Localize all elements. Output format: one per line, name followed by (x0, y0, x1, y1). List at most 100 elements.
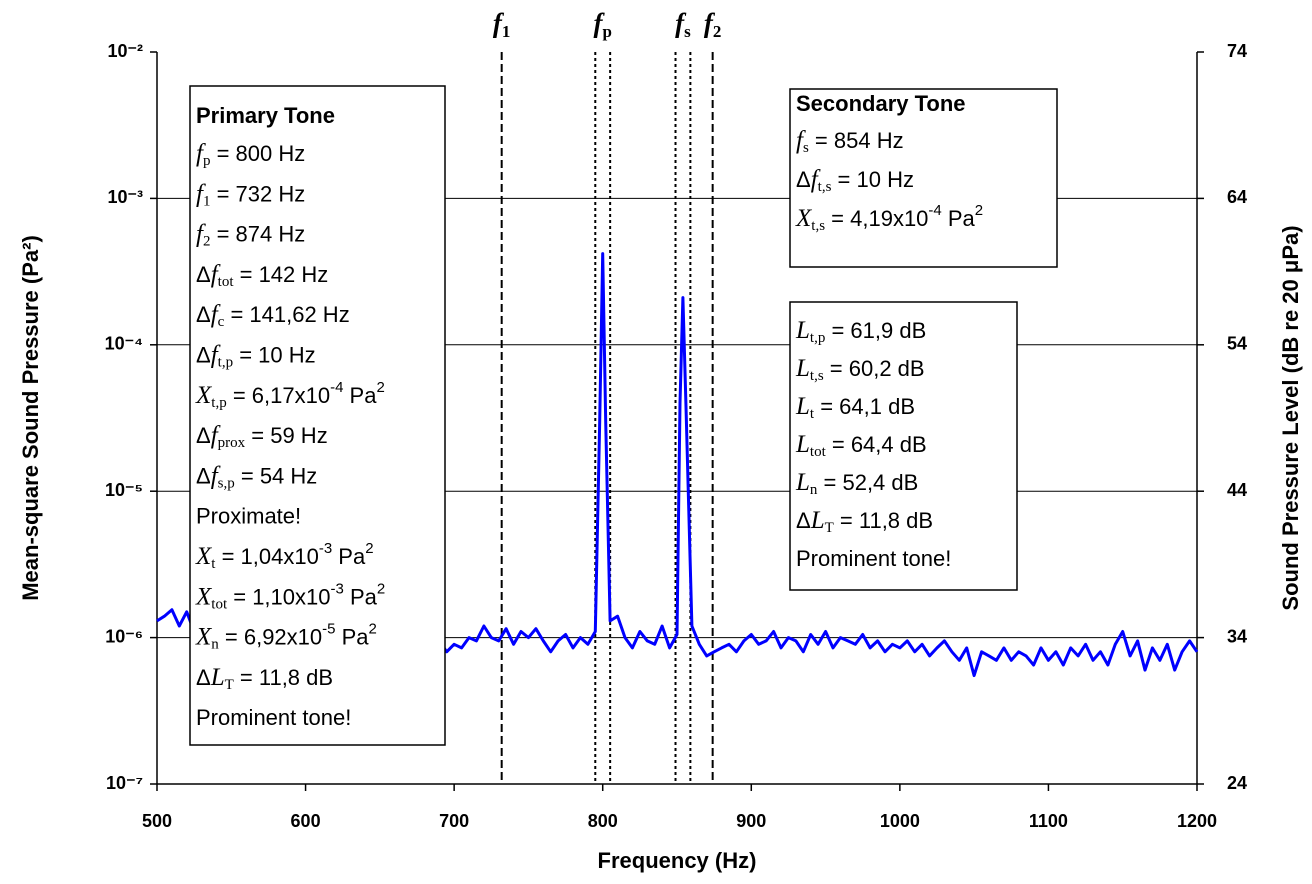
marker-label: fs (675, 8, 691, 41)
text-run: = 800 Hz (210, 141, 305, 166)
annotation-line: Xt = 1,04x10-3 Pa2 (195, 540, 374, 572)
annotation-line: Lt,p = 61,9 dB (795, 317, 926, 347)
y2-tick-label: 54 (1227, 334, 1247, 354)
x-tick-label: 600 (291, 811, 321, 831)
text-run: L (795, 393, 810, 420)
annotation-box (189, 85, 446, 746)
text-run: -3 (331, 580, 344, 597)
annotation-line: Δfc = 141,62 Hz (196, 301, 350, 331)
text-run: X (195, 623, 213, 650)
text-run: -4 (928, 202, 941, 219)
text-run: = 1,04x10 (215, 544, 318, 569)
text-run: = 4,19x10 (825, 206, 928, 231)
text-run: f (493, 8, 505, 38)
text-run: = 54 Hz (235, 463, 318, 488)
y-axis-label: Mean-square Sound Pressure (Pa²) (18, 235, 43, 601)
text-run: X (195, 543, 213, 570)
text-run: Δ (196, 423, 211, 448)
text-run: f (196, 140, 206, 167)
text-run: f (796, 127, 806, 154)
annotation-line: Δftot = 142 Hz (196, 261, 328, 291)
annotation-line: ΔLT = 11,8 dB (196, 664, 333, 694)
annotation-line: Ltot = 64,4 dB (795, 431, 927, 461)
text-run: = 10 Hz (831, 167, 914, 192)
text-run: 2 (377, 580, 385, 597)
text-run: f (196, 180, 206, 207)
y-tick-label: 10⁻⁴ (105, 334, 143, 354)
text-run: = 1,10x10 (227, 584, 330, 609)
annotation-line: fs = 854 Hz (796, 127, 904, 157)
marker-label: f2 (704, 8, 722, 41)
text-run: = 64,4 dB (826, 432, 927, 457)
text-run: = 6,17x10 (227, 383, 330, 408)
text-run: = 6,92x10 (219, 624, 322, 649)
annotation-line: Lt = 64,1 dB (795, 393, 915, 423)
text-run: s,p (218, 476, 235, 492)
text-run: 1 (502, 22, 511, 41)
text-run: f (211, 301, 221, 328)
text-run: f (211, 422, 221, 449)
text-run: X (195, 382, 213, 409)
y-tick-label: 10⁻⁵ (105, 480, 143, 500)
text-run: c (218, 315, 225, 331)
text-run: f (211, 261, 221, 288)
text-run: tot (211, 597, 228, 613)
text-run: Pa (344, 584, 378, 609)
text-run: 2 (975, 202, 983, 219)
x-tick-label: 1200 (1177, 811, 1217, 831)
text-run: Pa (343, 383, 377, 408)
text-run: 2 (203, 234, 211, 250)
y2-tick-label: 34 (1227, 626, 1247, 646)
text-run: Δ (196, 302, 211, 327)
marker-label: f1 (493, 8, 511, 41)
text-run: p (602, 22, 611, 41)
text-run: p (203, 153, 211, 169)
text-run: s (803, 140, 809, 156)
y2-axis-label: Sound Pressure Level (dB re 20 μPa) (1278, 225, 1303, 610)
y2-tick-label: 64 (1227, 187, 1247, 207)
text-run: = 52,4 dB (817, 470, 918, 495)
annotation-line: Δfprox = 59 Hz (196, 422, 328, 452)
text-run: T (825, 520, 834, 536)
y2-tick-label: 24 (1227, 773, 1247, 793)
text-run: 2 (365, 540, 373, 557)
text-run: = 10 Hz (233, 342, 316, 367)
text-run: = 11,8 dB (834, 508, 933, 533)
annotation-line: Proximate! (196, 504, 301, 529)
text-run: f (811, 166, 821, 193)
text-run: L (795, 355, 810, 382)
text-run: X (795, 205, 813, 232)
y-tick-label: 10⁻³ (107, 187, 143, 207)
text-run: = 732 Hz (210, 181, 305, 206)
text-run: t (810, 406, 815, 422)
text-run: f (196, 220, 206, 247)
text-run: Δ (796, 167, 811, 192)
text-run: Prominent tone! (196, 705, 351, 730)
text-run: L (795, 469, 810, 496)
text-run: f (675, 8, 687, 38)
text-run: tot (810, 444, 827, 460)
annotation-line: ΔLT = 11,8 dB (796, 507, 933, 537)
y-tick-label: 10⁻⁶ (105, 626, 143, 646)
annotation-line: f1 = 732 Hz (196, 180, 305, 210)
text-run: -3 (319, 540, 332, 557)
annotation-line: Δft,s = 10 Hz (796, 166, 914, 196)
text-run: tot (218, 274, 235, 290)
text-run: n (211, 637, 219, 653)
annotation-box (789, 301, 1018, 591)
annotation-box (789, 88, 1058, 268)
text-run: Δ (196, 342, 211, 367)
text-run: = 60,2 dB (824, 356, 925, 381)
text-run: 2 (713, 22, 722, 41)
annotation-title: Primary Tone (196, 103, 335, 128)
text-run: = 141,62 Hz (224, 302, 349, 327)
text-run: -4 (330, 379, 343, 396)
annotation-line: Xn = 6,92x10-5 Pa2 (195, 621, 377, 653)
text-run: 1 (203, 194, 211, 210)
annotation-line: Xtot = 1,10x10-3 Pa2 (195, 580, 385, 612)
text-run: = 854 Hz (809, 128, 904, 153)
x-tick-label: 700 (439, 811, 469, 831)
text-run: f (211, 462, 221, 489)
text-run: Pa (336, 624, 370, 649)
text-run: Proximate! (196, 504, 301, 529)
